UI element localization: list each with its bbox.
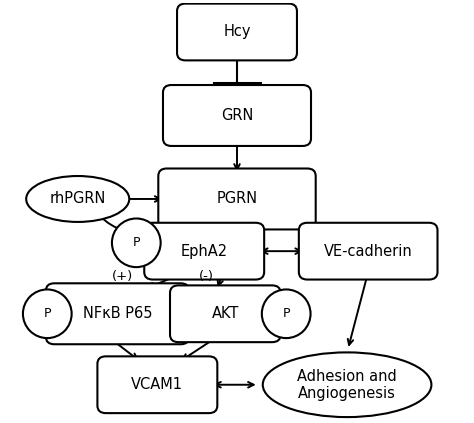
Text: GRN: GRN [221,108,253,123]
Text: PGRN: PGRN [217,192,257,206]
FancyBboxPatch shape [97,356,217,413]
Text: P: P [133,236,140,249]
FancyBboxPatch shape [163,85,311,146]
FancyBboxPatch shape [46,283,189,344]
Text: VE-cadherin: VE-cadherin [324,244,412,258]
Text: VCAM1: VCAM1 [131,377,183,392]
Text: AKT: AKT [211,306,239,321]
Text: P: P [44,307,51,320]
FancyBboxPatch shape [158,168,316,229]
Ellipse shape [23,289,72,338]
Text: Hcy: Hcy [223,25,251,39]
Ellipse shape [262,289,310,338]
FancyBboxPatch shape [170,286,281,342]
Text: (+): (+) [111,270,133,283]
Ellipse shape [263,352,431,417]
FancyBboxPatch shape [299,223,438,280]
FancyBboxPatch shape [177,4,297,60]
Text: NFκB P65: NFκB P65 [83,306,152,321]
Text: (-): (-) [199,270,214,283]
Text: EphA2: EphA2 [181,244,228,258]
Ellipse shape [26,176,129,222]
Text: P: P [283,307,290,320]
FancyBboxPatch shape [144,223,264,280]
Text: rhPGRN: rhPGRN [50,192,106,206]
Text: Adhesion and
Angiogenesis: Adhesion and Angiogenesis [297,368,397,401]
Ellipse shape [112,219,161,267]
